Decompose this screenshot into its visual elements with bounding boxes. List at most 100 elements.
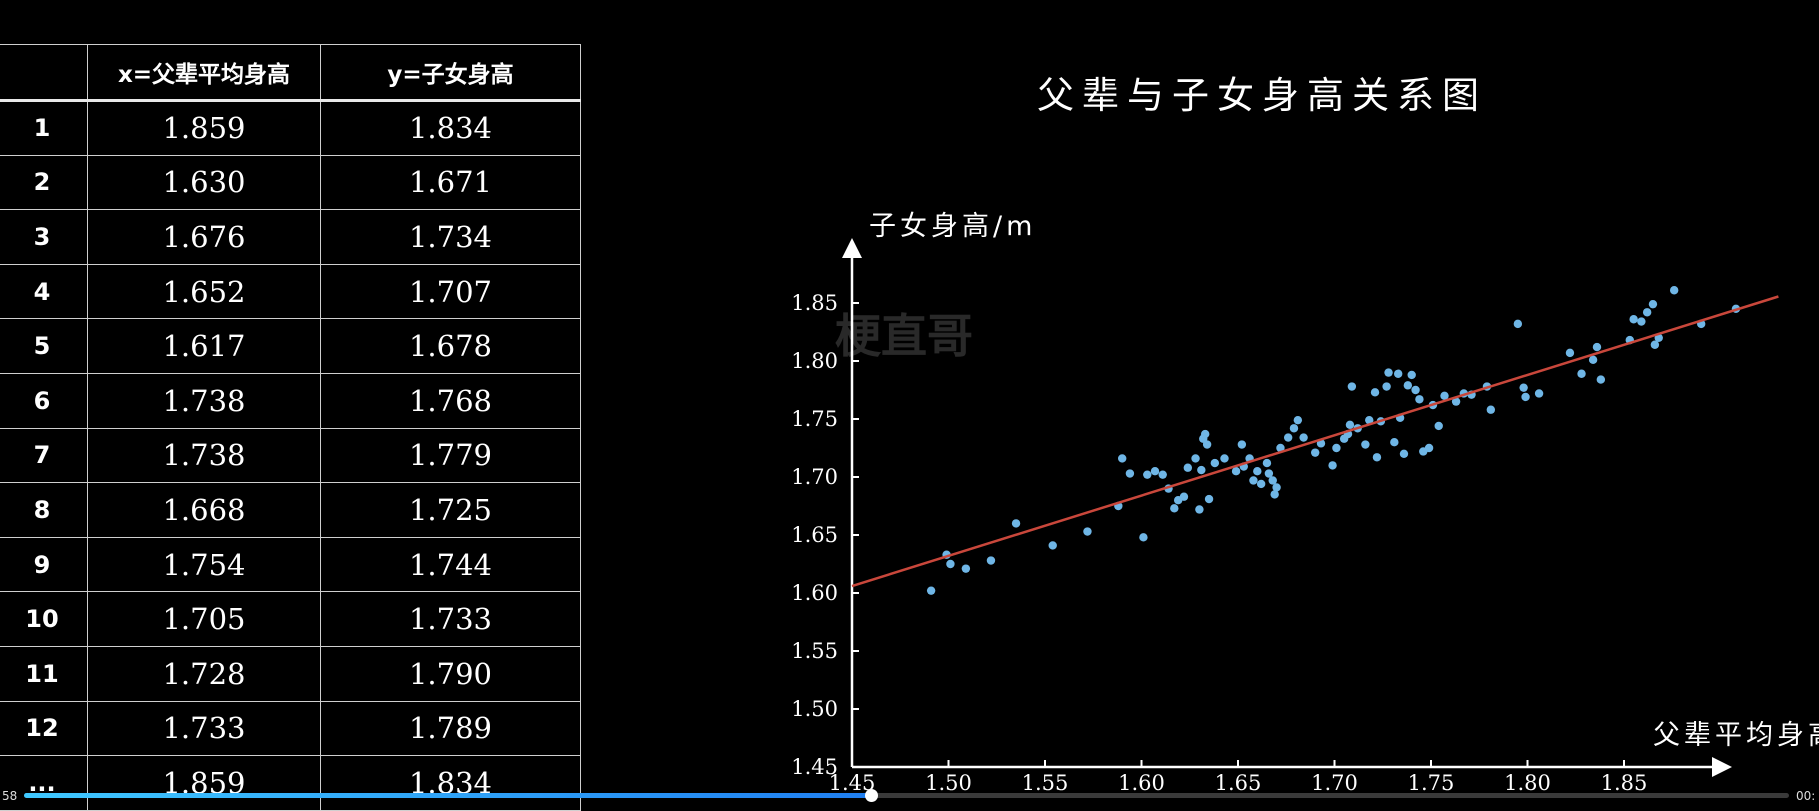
data-point: [1179, 492, 1189, 501]
data-point: [1565, 348, 1575, 358]
data-point: [1125, 469, 1135, 478]
data-point: [1440, 391, 1449, 400]
data-point: [1264, 469, 1274, 478]
table-row: 8 1.668 1.725: [0, 482, 581, 538]
row-x-value: 1.728: [87, 645, 321, 702]
y-axis-label: 子女身高/m: [869, 211, 1036, 242]
row-y-value: 1.678: [320, 318, 581, 374]
progress-fill: [24, 793, 872, 798]
x-ticks: 1.45 1.50 1.55 1.60 1.65 1.70 1.75 1.80 1.85: [829, 760, 1648, 795]
table-header-row: x=父辈平均身高 y=子女身高: [0, 44, 581, 102]
table-row: 9 1.754 1.744: [0, 536, 581, 593]
data-point: [1268, 476, 1277, 485]
y-tick-label: 1.55: [791, 639, 838, 663]
data-point: [1143, 470, 1152, 479]
row-y-value: 1.790: [320, 645, 581, 702]
data-point: [1345, 420, 1355, 429]
row-index: 10: [0, 591, 88, 647]
row-y-value: 1.834: [320, 100, 581, 156]
data-point: [1210, 458, 1220, 468]
table-row: 2 1.630 1.671: [0, 154, 581, 211]
row-index: 9: [0, 536, 88, 593]
table-row: 11 1.728 1.790: [0, 645, 581, 702]
header-x-cell: x=父辈平均身高: [87, 44, 321, 102]
row-index: 5: [0, 318, 88, 374]
y-tick-label: 1.80: [791, 349, 838, 373]
row-y-value: 1.725: [320, 482, 581, 538]
row-x-value: 1.733: [87, 700, 321, 757]
data-point: [1158, 470, 1167, 479]
data-point: [1592, 342, 1602, 352]
data-point: [1197, 465, 1206, 475]
data-point: [946, 559, 955, 569]
x-tick-label: 1.70: [1311, 771, 1358, 795]
progress-knob[interactable]: [865, 789, 879, 802]
data-point: [1347, 382, 1357, 391]
data-point: [1011, 519, 1021, 528]
row-index: 4: [0, 263, 88, 320]
data-point: [1361, 440, 1370, 449]
x-axis-label: 父辈平均身高: [1653, 720, 1819, 751]
data-point: [1588, 355, 1598, 365]
x-tick-label: 1.75: [1408, 771, 1455, 795]
data-point: [986, 556, 996, 565]
data-point: [1276, 443, 1285, 453]
data-point: [1519, 383, 1528, 392]
data-point: [1411, 385, 1420, 395]
x-tick-label: 1.85: [1601, 771, 1648, 795]
data-point: [1372, 453, 1382, 462]
data-point: [1231, 467, 1241, 476]
data-point: [1424, 443, 1434, 453]
data-point: [1648, 299, 1658, 309]
data-point: [1629, 315, 1638, 324]
data-point: [1220, 454, 1229, 463]
data-point: [1596, 375, 1606, 384]
header-index-cell: [0, 44, 88, 102]
data-points: [926, 286, 1741, 595]
data-point: [926, 586, 936, 595]
data-point: [1370, 388, 1380, 397]
y-tick-label: 1.50: [791, 697, 838, 721]
data-point: [1170, 504, 1179, 513]
data-point: [1486, 405, 1496, 414]
data-point: [1139, 533, 1148, 542]
data-point: [1384, 368, 1393, 377]
data-point: [1272, 483, 1281, 492]
data-point: [1183, 463, 1193, 472]
data-point: [1048, 541, 1057, 550]
data-point: [1150, 467, 1160, 476]
row-y-value: 1.734: [320, 209, 581, 265]
row-y-value: 1.789: [320, 700, 581, 757]
data-point: [961, 564, 971, 573]
data-point: [1202, 440, 1212, 449]
data-point: [1534, 389, 1544, 398]
row-index: 11: [0, 645, 88, 702]
table-row: 6 1.738 1.768: [0, 372, 581, 429]
row-x-value: 1.652: [87, 263, 321, 320]
row-index: 2: [0, 154, 88, 211]
data-point: [1382, 382, 1391, 391]
data-point: [1513, 319, 1523, 329]
data-point: [1270, 490, 1279, 499]
progress-bar[interactable]: [24, 789, 1789, 802]
row-index: 7: [0, 427, 88, 484]
data-point: [1191, 454, 1200, 463]
data-point: [1403, 381, 1413, 390]
data-point: [1083, 527, 1092, 536]
row-y-value: 1.744: [320, 536, 581, 593]
row-y-value: 1.707: [320, 263, 581, 320]
data-point: [1195, 505, 1204, 514]
data-point: [1299, 433, 1308, 442]
chart-title: 父辈与子女身高关系图: [1037, 74, 1487, 117]
data-point: [1390, 438, 1399, 447]
fit-line: [851, 295, 1779, 588]
data-point: [1253, 467, 1262, 476]
x-tick-label: 1.65: [1215, 771, 1262, 795]
data-point: [1200, 429, 1210, 439]
data-point: [1577, 369, 1586, 378]
time-total: 00:: [1796, 789, 1816, 803]
data-point: [1204, 494, 1214, 504]
table-row: 1 1.859 1.834: [0, 100, 581, 156]
data-point: [1365, 415, 1374, 425]
